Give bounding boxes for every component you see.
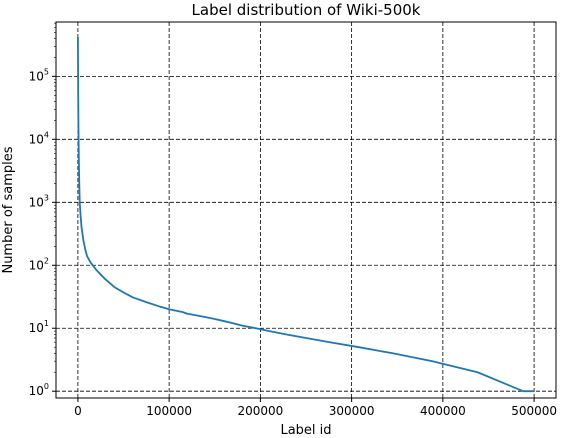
y-axis: 100 101 102 103 104 105 <box>29 22 56 398</box>
x-tick-label: 300000 <box>329 404 375 418</box>
x-tick-label: 0 <box>74 404 82 418</box>
grid <box>56 22 556 398</box>
x-tick-label: 100000 <box>146 404 192 418</box>
chart-title: Label distribution of Wiki-500k <box>192 1 421 19</box>
x-tick-label: 500000 <box>511 404 557 418</box>
y-tick-label: 105 <box>29 67 49 83</box>
series-line <box>77 37 535 393</box>
y-tick-label: 104 <box>29 130 49 146</box>
y-axis-label: Number of samples <box>1 146 16 273</box>
x-axis-label: Label id <box>280 423 331 438</box>
x-tick-label: 200000 <box>237 404 283 418</box>
y-tick-label: 102 <box>29 256 49 272</box>
x-axis: 0 100000 200000 300000 400000 500000 <box>74 398 557 418</box>
series-layer <box>77 37 535 393</box>
plot-frame <box>55 21 557 399</box>
y-tick-label: 101 <box>29 319 49 335</box>
y-tick-label: 100 <box>29 382 49 398</box>
y-tick-label: 103 <box>29 193 49 209</box>
x-tick-label: 400000 <box>420 404 466 418</box>
